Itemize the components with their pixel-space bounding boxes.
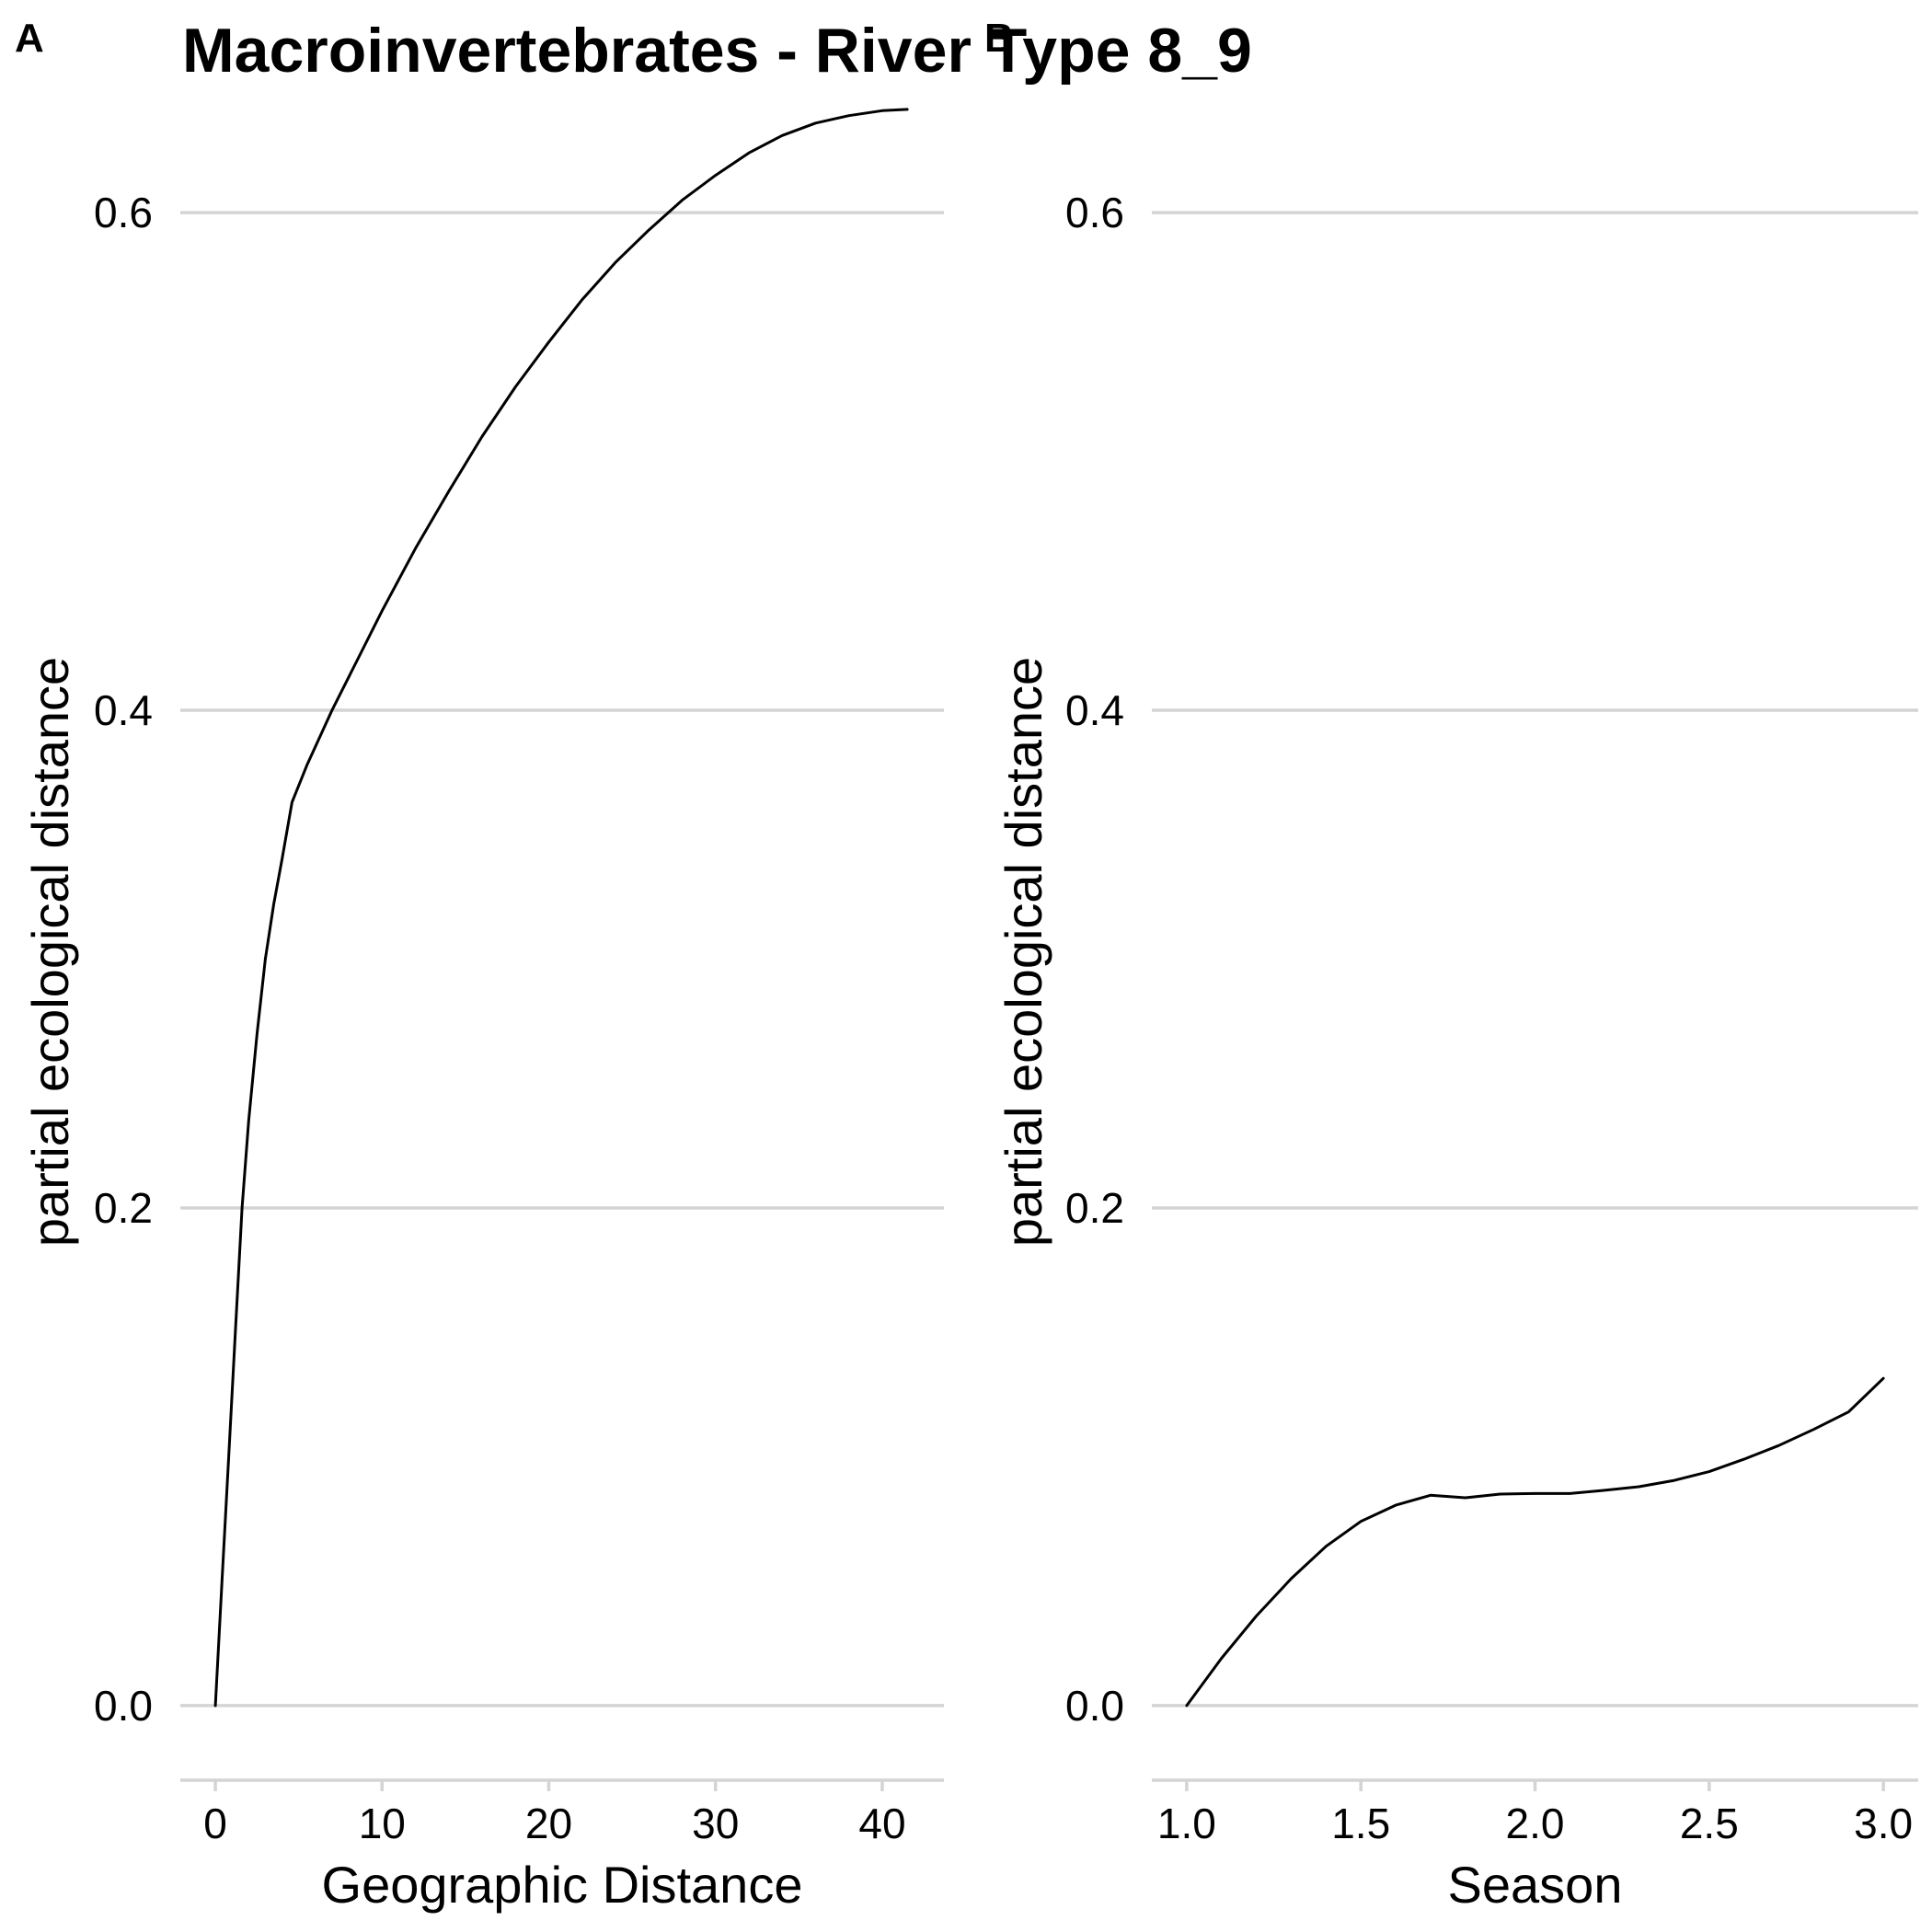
x-tick-label: 30	[692, 1800, 739, 1847]
y-tick-label: 0.4	[1065, 686, 1124, 734]
x-axis-label: Season	[1448, 1856, 1623, 1914]
y-tick-label: 0.0	[1065, 1682, 1124, 1730]
x-tick-label: 2.5	[1680, 1800, 1739, 1847]
y-axis-label: partial ecological distance	[995, 657, 1052, 1247]
y-tick-label: 0.4	[94, 686, 153, 734]
x-tick-label: 0	[203, 1800, 227, 1847]
series-line	[1185, 1376, 1885, 1708]
panel-a: 0.0 0.2 0.4 0.6 0 10 20 30 40 Geographic Distance…	[15, 16, 944, 1914]
y-tick-label: 0.6	[1065, 189, 1124, 236]
x-tick-label: 10	[359, 1800, 406, 1847]
figure-title: Macroinvertebrates - River Type 8_9	[182, 16, 1252, 86]
panel-tag: B	[984, 16, 1014, 61]
x-tick-label: 3.0	[1854, 1800, 1913, 1847]
x-tick-label: 40	[858, 1800, 905, 1847]
y-tick-label: 0.2	[1065, 1184, 1124, 1232]
y-tick-label: 0.6	[94, 189, 153, 236]
x-tick-label: 20	[525, 1800, 572, 1847]
y-axis-label: partial ecological distance	[21, 657, 79, 1247]
x-tick-label: 1.0	[1157, 1800, 1216, 1847]
panel-b: 0.0 0.2 0.4 0.6 1.0 1.5 2.0 2.5 3.0 Season partial…	[984, 16, 1918, 1914]
panel-tag: A	[15, 16, 44, 61]
series-line	[213, 108, 909, 1708]
x-tick-label: 2.0	[1506, 1800, 1565, 1847]
y-tick-label: 0.0	[94, 1682, 153, 1730]
x-tick-label: 1.5	[1331, 1800, 1390, 1847]
y-tick-label: 0.2	[94, 1184, 153, 1232]
x-axis-label: Geographic Distance	[322, 1856, 803, 1914]
